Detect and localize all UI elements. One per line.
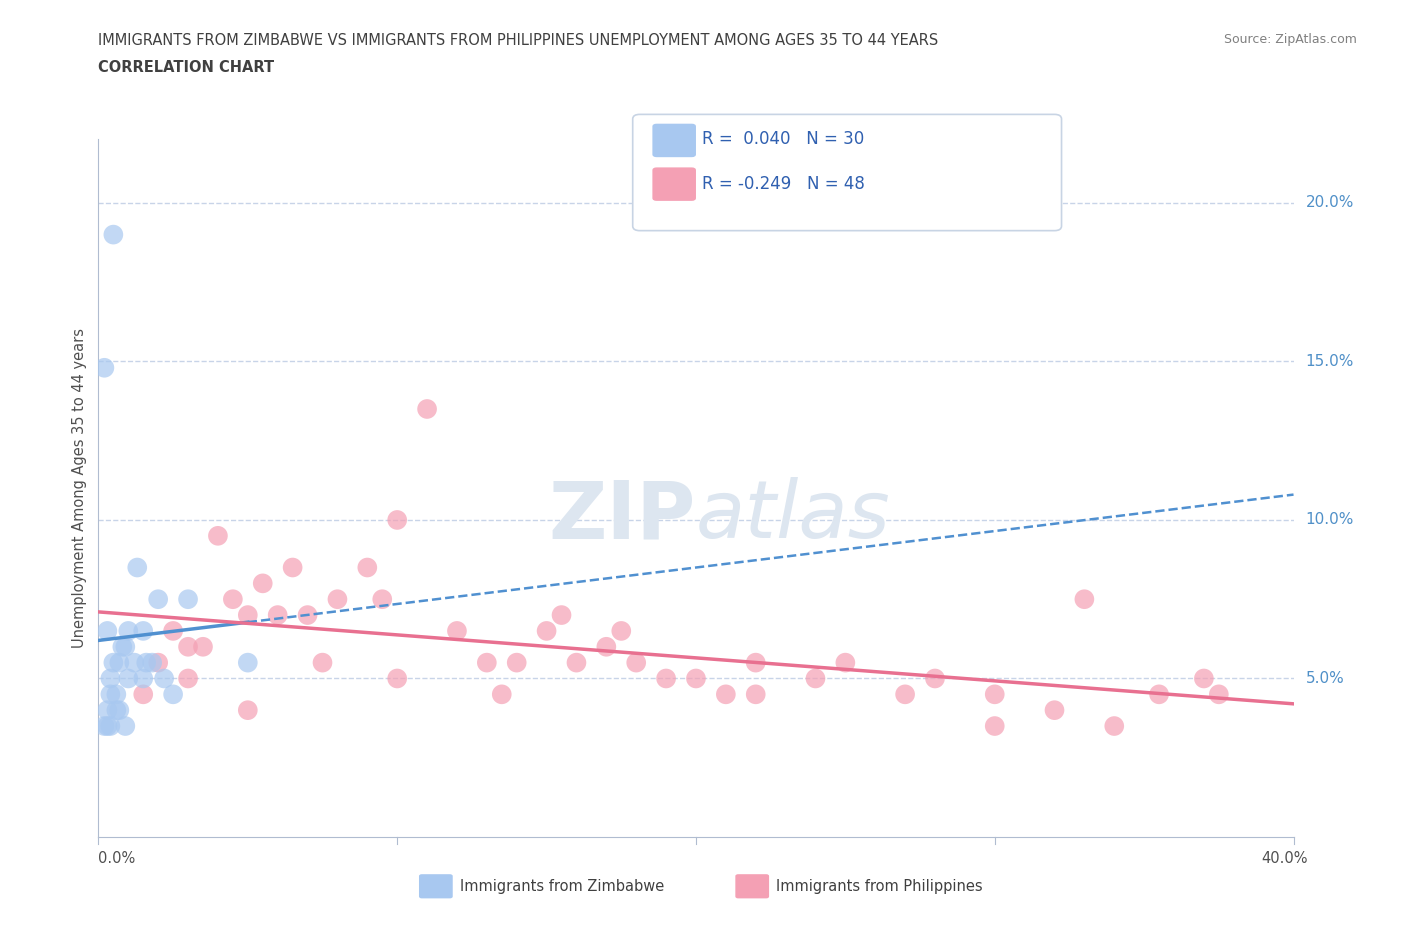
Point [894, 687, 917, 702]
Point [1102, 719, 1125, 734]
Point [103, 655, 125, 670]
Point [132, 623, 155, 638]
Point [124, 655, 146, 670]
Point [745, 655, 768, 670]
Point [153, 671, 176, 686]
Point [108, 703, 131, 718]
Text: Source: ZipAtlas.com: Source: ZipAtlas.com [1223, 33, 1357, 46]
Point [1192, 671, 1215, 686]
Point [1147, 687, 1170, 702]
Point [117, 671, 139, 686]
Point [714, 687, 737, 702]
Point [236, 607, 259, 622]
Point [162, 687, 184, 702]
Point [610, 623, 633, 638]
Point [141, 655, 163, 670]
Point [624, 655, 647, 670]
Point [834, 655, 856, 670]
Point [117, 623, 139, 638]
Point [98, 719, 122, 734]
Point [93, 360, 115, 375]
Text: CORRELATION CHART: CORRELATION CHART [98, 60, 274, 75]
Y-axis label: Unemployment Among Ages 35 to 44 years: Unemployment Among Ages 35 to 44 years [72, 328, 87, 648]
Text: 10.0%: 10.0% [1305, 512, 1354, 527]
Point [536, 623, 558, 638]
Point [356, 560, 378, 575]
Point [148, 655, 170, 670]
Point [297, 607, 319, 622]
Point [105, 703, 128, 718]
Point [506, 655, 529, 670]
Point [804, 671, 827, 686]
Point [416, 402, 439, 417]
Point [311, 655, 333, 670]
Point [371, 591, 394, 606]
Point [550, 607, 572, 622]
Point [114, 719, 136, 734]
Point [108, 655, 131, 670]
Text: R =  0.040   N = 30: R = 0.040 N = 30 [702, 130, 863, 149]
Text: R = -0.249   N = 48: R = -0.249 N = 48 [702, 175, 865, 193]
Point [114, 639, 136, 654]
Point [162, 623, 184, 638]
Point [565, 655, 588, 670]
Point [475, 655, 498, 670]
Point [595, 639, 617, 654]
Point [326, 591, 349, 606]
Point [127, 560, 149, 575]
Point [135, 655, 157, 670]
Point [491, 687, 513, 702]
Point [98, 687, 122, 702]
Text: ZIP: ZIP [548, 477, 696, 555]
Point [983, 719, 1005, 734]
Text: 15.0%: 15.0% [1305, 354, 1354, 369]
Point [177, 639, 200, 654]
Point [983, 687, 1005, 702]
Point [191, 639, 214, 654]
Point [1043, 703, 1066, 718]
Point [281, 560, 304, 575]
Point [98, 671, 122, 686]
Point [236, 703, 259, 718]
Point [177, 671, 200, 686]
Point [252, 576, 274, 591]
Point [148, 591, 170, 606]
Point [655, 671, 678, 686]
Point [267, 607, 290, 622]
Text: Immigrants from Philippines: Immigrants from Philippines [776, 879, 983, 894]
Text: 5.0%: 5.0% [1305, 671, 1344, 686]
Point [93, 719, 115, 734]
Point [96, 623, 118, 638]
Text: Immigrants from Zimbabwe: Immigrants from Zimbabwe [460, 879, 664, 894]
Point [103, 227, 125, 242]
Point [105, 687, 128, 702]
Point [685, 671, 707, 686]
Text: 40.0%: 40.0% [1261, 851, 1308, 866]
Point [1073, 591, 1095, 606]
Text: atlas: atlas [696, 477, 891, 555]
Text: 0.0%: 0.0% [98, 851, 135, 866]
Point [111, 639, 134, 654]
Point [745, 687, 768, 702]
Point [132, 687, 155, 702]
Point [1208, 687, 1230, 702]
Text: IMMIGRANTS FROM ZIMBABWE VS IMMIGRANTS FROM PHILIPPINES UNEMPLOYMENT AMONG AGES : IMMIGRANTS FROM ZIMBABWE VS IMMIGRANTS F… [98, 33, 939, 47]
Point [446, 623, 468, 638]
Point [96, 719, 118, 734]
Point [385, 512, 409, 527]
Point [96, 703, 118, 718]
Point [924, 671, 946, 686]
Point [132, 671, 155, 686]
Point [207, 528, 229, 543]
Point [177, 591, 200, 606]
Text: 20.0%: 20.0% [1305, 195, 1354, 210]
Point [236, 655, 259, 670]
Point [222, 591, 245, 606]
Point [385, 671, 409, 686]
